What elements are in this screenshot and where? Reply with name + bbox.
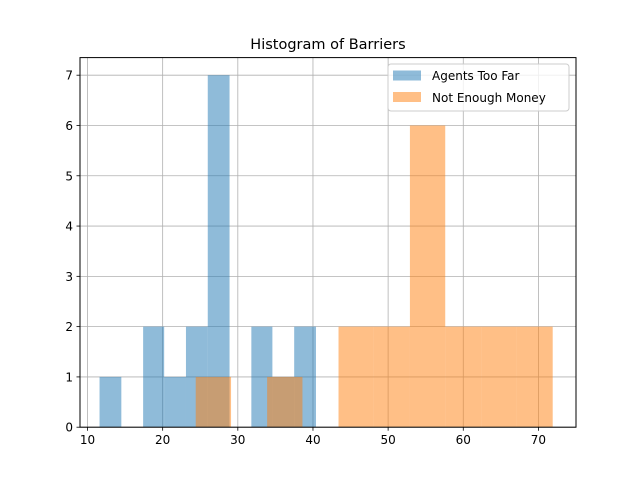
axes-frame xyxy=(79,57,577,428)
bar-not-enough-money xyxy=(267,376,303,428)
bar-not-enough-money xyxy=(373,326,410,428)
bar-agents-too-far xyxy=(207,75,230,428)
y-tick-label: 7 xyxy=(65,69,73,83)
bar-not-enough-money xyxy=(481,326,517,428)
y-tick-label: 4 xyxy=(65,220,73,234)
x-tick-label: 40 xyxy=(305,433,320,447)
x-tick-label: 10 xyxy=(80,433,95,447)
x-tick-label: 50 xyxy=(380,433,395,447)
bar-agents-too-far xyxy=(99,376,122,428)
y-tick-label: 0 xyxy=(65,421,73,435)
x-tick-label: 70 xyxy=(531,433,546,447)
bar-not-enough-money xyxy=(338,326,374,428)
bar-not-enough-money xyxy=(195,376,232,428)
bars xyxy=(99,75,553,428)
x-tick-label: 30 xyxy=(230,433,245,447)
bar-not-enough-money xyxy=(445,326,482,428)
y-tick-label: 2 xyxy=(65,320,73,334)
legend-box xyxy=(387,63,570,112)
y-tick-label: 5 xyxy=(65,169,73,183)
bar-agents-too-far xyxy=(143,326,165,428)
y-tick-label: 6 xyxy=(65,119,73,133)
axis-ticks: 10 20 30 40 50 60 70 0 1 2 3 4 5 6 7 xyxy=(65,69,546,448)
y-tick-label: 3 xyxy=(65,270,73,284)
bar-not-enough-money xyxy=(409,125,446,428)
legend-swatch-not-enough-money xyxy=(393,92,421,102)
bar-agents-too-far xyxy=(164,376,186,428)
chart-title: Histogram of Barriers xyxy=(250,37,405,53)
legend-label-not-enough-money: Not Enough Money xyxy=(432,91,546,105)
legend-label-agents-too-far: Agents Too Far xyxy=(432,69,520,83)
x-tick-label: 60 xyxy=(456,433,471,447)
bar-not-enough-money xyxy=(516,326,553,428)
legend-swatch-agents-too-far xyxy=(393,70,421,81)
x-tick-label: 20 xyxy=(155,433,170,447)
y-tick-label: 1 xyxy=(65,370,73,384)
legend: Agents Too Far Not Enough Money xyxy=(387,63,570,112)
